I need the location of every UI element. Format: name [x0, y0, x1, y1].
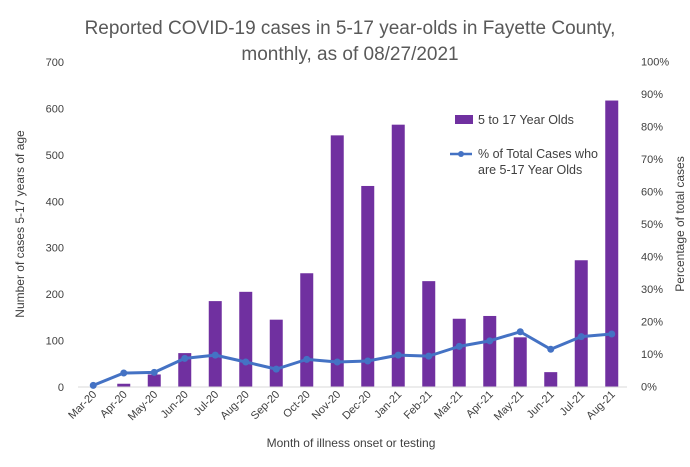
bar [147, 374, 161, 387]
x-tick-label: Mar-20 [66, 389, 99, 422]
y-tick-label: 400 [46, 196, 64, 208]
x-tick-label: Aug-20 [218, 389, 252, 423]
y2-axis-ticks: 0% 10% 20% 30% 40% 50% 60% 70% 80% 90% 100% [641, 57, 669, 394]
x-tick-label: Jun-21 [525, 389, 557, 421]
bar [574, 260, 588, 387]
bar [544, 372, 558, 387]
x-tick-label: Jan-21 [372, 389, 404, 421]
x-tick-label: Aug-21 [584, 389, 618, 423]
bar [330, 135, 344, 387]
bar [300, 273, 314, 387]
legend-line-label-1: % of Total Cases who [478, 147, 598, 161]
x-tick-label: Feb-21 [402, 389, 435, 422]
y2-tick-label: 20% [641, 317, 663, 329]
x-tick-label: Jul-20 [192, 389, 222, 419]
line-point [394, 351, 402, 359]
y2-tick-label: 30% [641, 284, 663, 296]
x-tick-label: Jul-21 [558, 389, 588, 419]
legend-bar-label: 5 to 17 Year Olds [478, 113, 574, 127]
y2-tick-label: 100% [641, 57, 669, 69]
bar [178, 353, 192, 387]
bar [483, 315, 497, 387]
bar [117, 383, 131, 387]
bar [452, 318, 466, 387]
y-tick-label: 600 [46, 103, 64, 115]
bar [239, 291, 253, 387]
x-tick-label: May-21 [492, 389, 526, 423]
line-point [547, 345, 555, 353]
legend: 5 to 17 Year Olds % of Total Cases who a… [450, 113, 598, 177]
x-tick-label: Apr-20 [98, 389, 130, 421]
y-tick-label: 0 [58, 382, 64, 394]
y2-tick-label: 70% [641, 154, 663, 166]
y2-tick-label: 0% [641, 382, 657, 394]
line-point [486, 337, 494, 345]
legend-line-marker [458, 151, 464, 157]
y2-tick-label: 90% [641, 89, 663, 101]
bar [422, 281, 436, 387]
y2-tick-label: 60% [641, 187, 663, 199]
y-tick-label: 100 [46, 336, 64, 348]
x-tick-label: Mar-21 [432, 389, 465, 422]
legend-bar-swatch [455, 115, 473, 124]
x-tick-label: Dec-20 [340, 389, 374, 423]
x-tick-label: Oct-20 [281, 389, 313, 421]
line-point [303, 355, 311, 363]
bar [208, 301, 222, 387]
x-tick-label: Apr-21 [464, 389, 496, 421]
y2-tick-label: 10% [641, 349, 663, 361]
chart-title-line-1: Reported COVID-19 cases in 5-17 year-old… [85, 18, 616, 39]
y-axis-ticks: 0 100 200 300 400 500 600 700 [46, 57, 64, 394]
bar [605, 100, 619, 388]
line-point [608, 330, 616, 338]
x-tick-label: Sep-20 [249, 389, 283, 423]
line-point [120, 369, 128, 377]
x-axis-label: Month of illness onset or testing [267, 436, 436, 450]
line-point [272, 365, 280, 373]
y-axis-label: Number of cases 5-17 years of age [13, 130, 27, 318]
line-point [89, 381, 97, 389]
line-point [455, 342, 463, 350]
line-point [211, 351, 219, 359]
x-tick-label: Nov-20 [310, 389, 344, 423]
y2-tick-label: 80% [641, 122, 663, 134]
line-point [181, 354, 189, 362]
bar [361, 185, 375, 387]
line-point [364, 357, 372, 365]
bar [391, 124, 405, 387]
line-point [150, 368, 158, 376]
line-point [333, 358, 341, 366]
line-point [425, 352, 433, 360]
y2-axis-label: Percentage of total cases [673, 156, 687, 291]
bar [513, 337, 527, 387]
line-point [516, 328, 524, 336]
series-line [92, 330, 612, 387]
legend-line-label-2: are 5-17 Year Olds [478, 163, 582, 177]
line-series [89, 328, 616, 389]
x-tick-label: May-20 [126, 389, 160, 423]
y2-tick-label: 40% [641, 252, 663, 264]
y2-tick-label: 50% [641, 219, 663, 231]
x-tick-label: Jun-20 [159, 389, 191, 421]
line-point [577, 333, 585, 341]
y-tick-label: 700 [46, 57, 64, 69]
chart-title-line-2: monthly, as of 08/27/2021 [241, 44, 458, 65]
line-point [242, 358, 250, 366]
bar [269, 319, 283, 387]
y-tick-label: 300 [46, 243, 64, 255]
y-tick-label: 200 [46, 289, 64, 301]
y-tick-label: 500 [46, 150, 64, 162]
